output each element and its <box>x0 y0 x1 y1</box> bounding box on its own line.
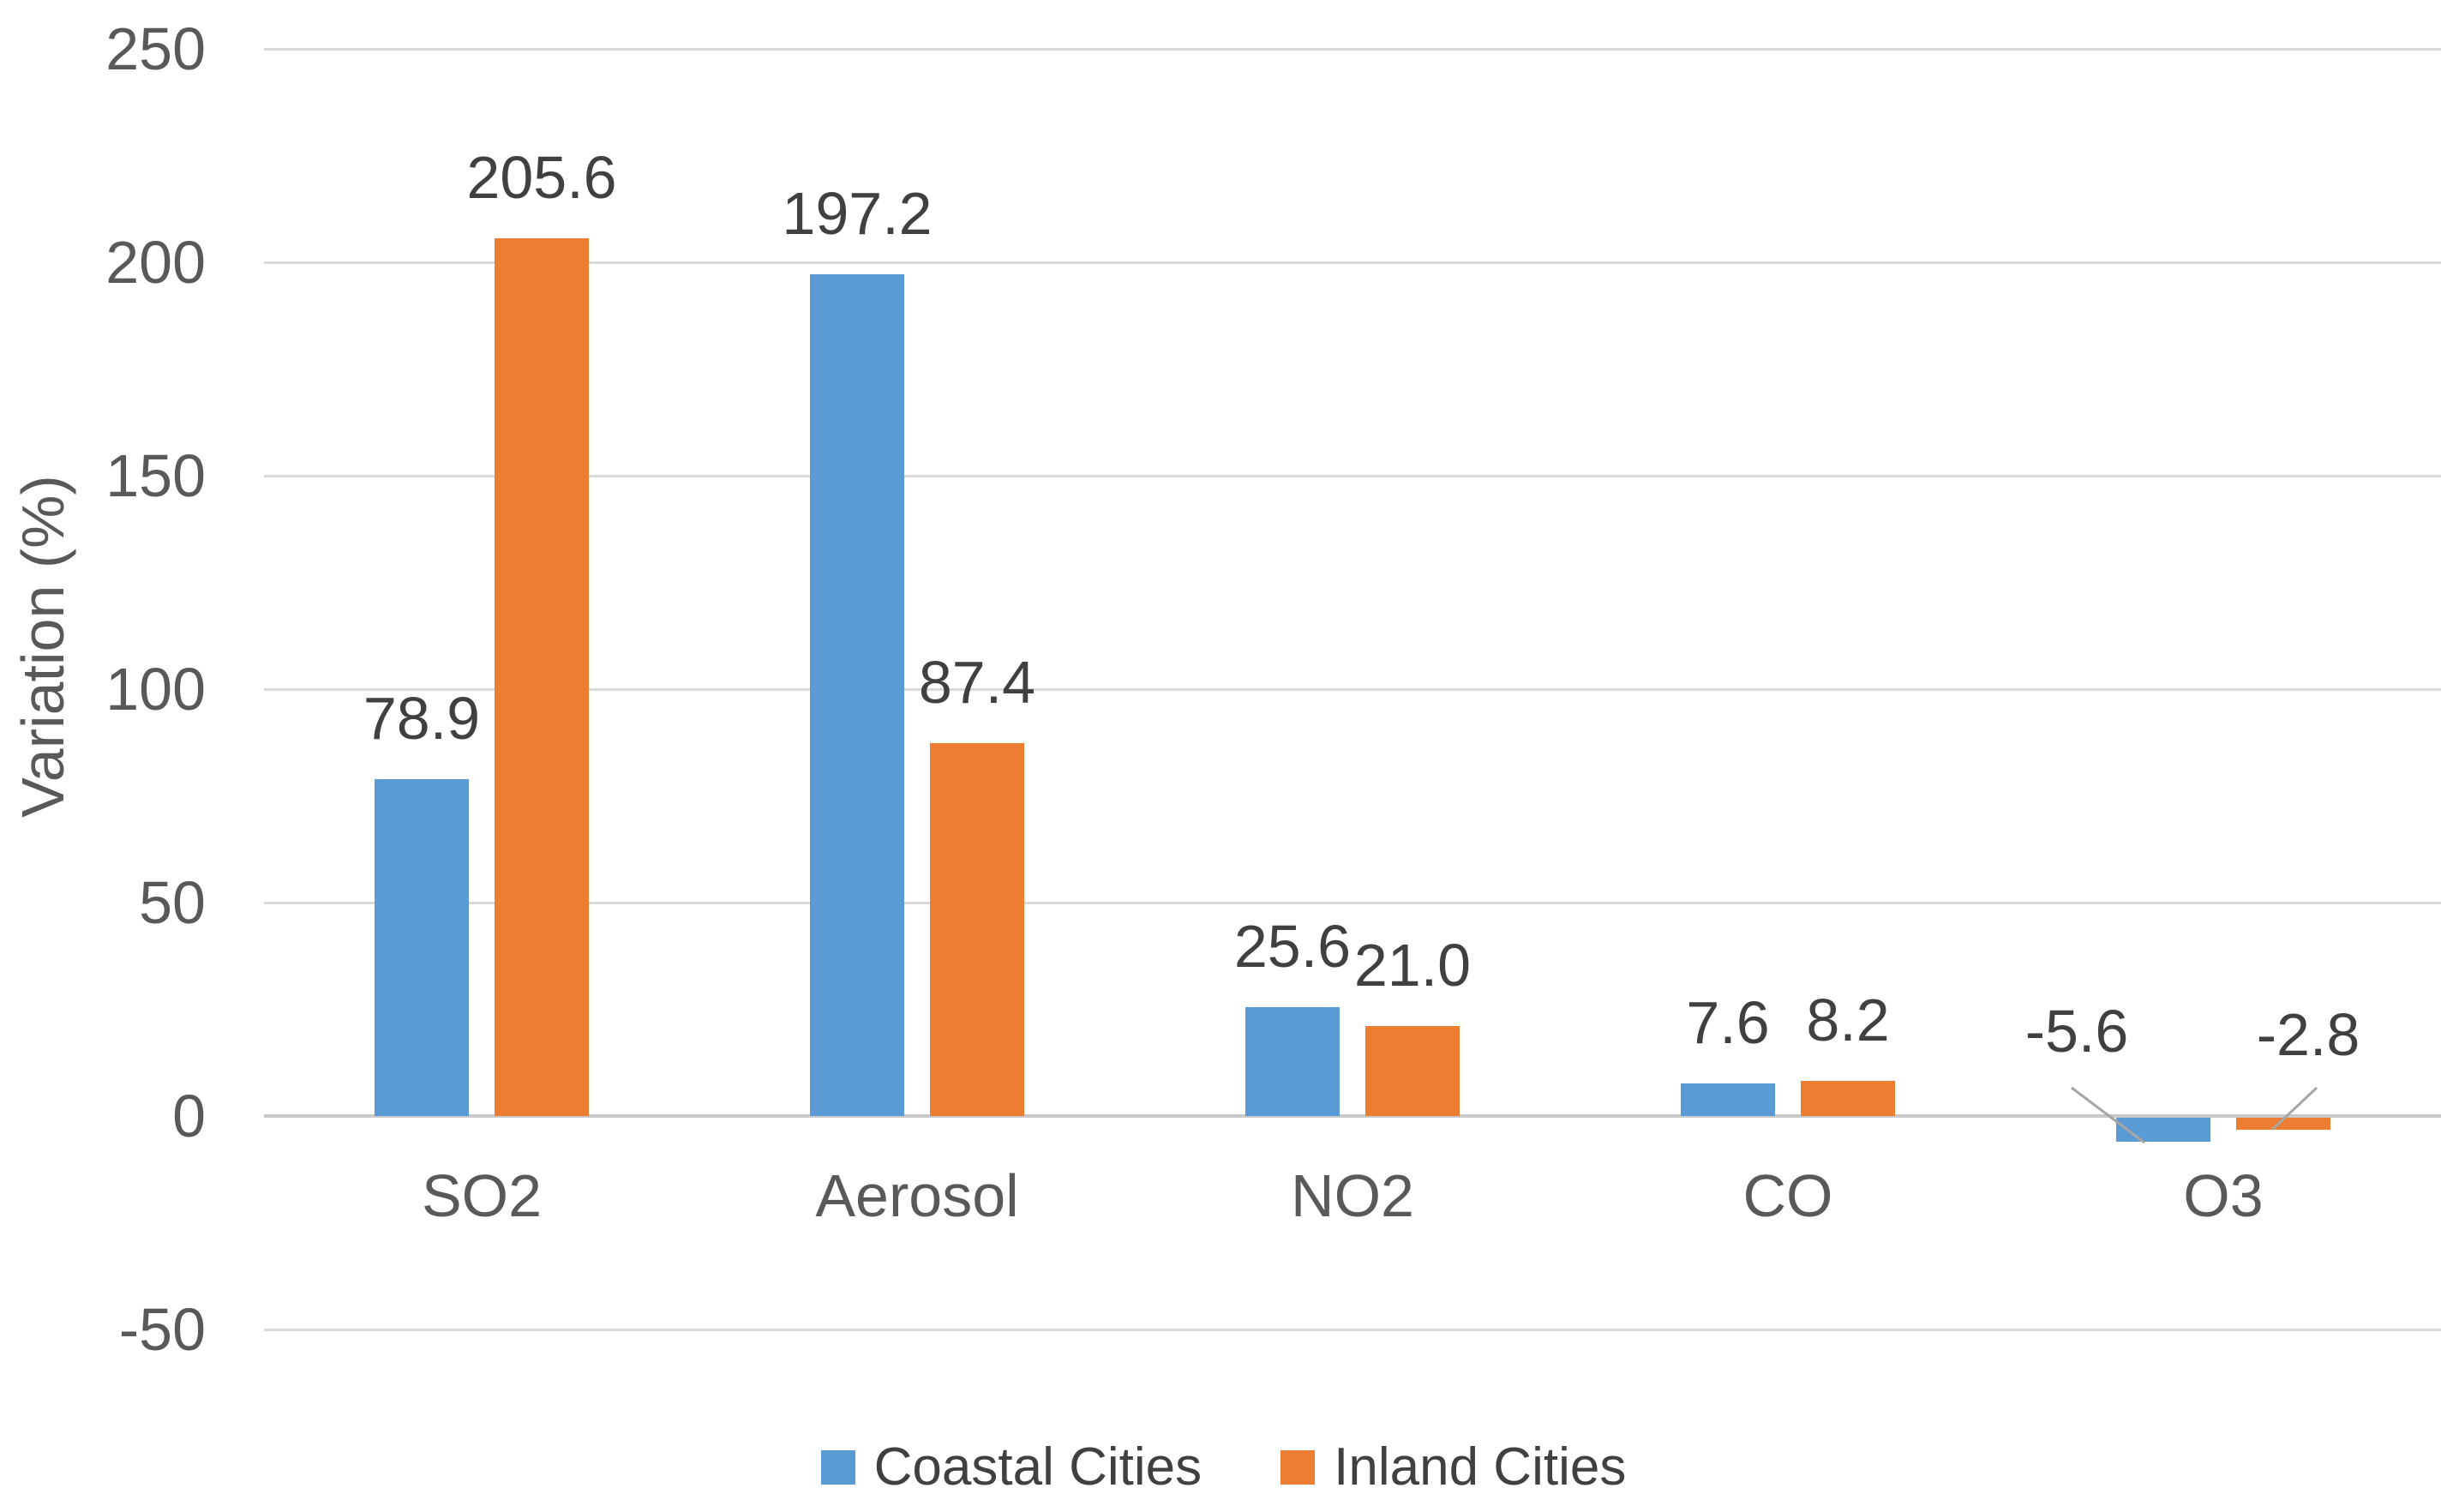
y-tick-label: 100 <box>105 656 206 723</box>
category-label: Aerosol <box>815 1162 1019 1229</box>
data-label: -2.8 <box>2256 1001 2360 1068</box>
gridline <box>264 1329 2441 1331</box>
bar-inland-cities-aerosol <box>930 742 1024 1116</box>
data-label: 25.6 <box>1233 912 1352 980</box>
bar-inland-cities-o3 <box>2236 1118 2330 1130</box>
y-tick-label: -50 <box>118 1296 206 1363</box>
gridline <box>264 48 2441 51</box>
bar-coastal-cities-co <box>1681 1083 1775 1117</box>
y-tick-label: 150 <box>105 442 206 509</box>
data-label: 7.6 <box>1686 989 1770 1057</box>
zero-axis-line <box>264 1114 2441 1118</box>
y-tick-label: 50 <box>139 869 206 936</box>
data-label: 78.9 <box>363 685 481 753</box>
category-label: O3 <box>2183 1162 2264 1229</box>
legend-label: Coastal Cities <box>873 1437 1203 1497</box>
bar-inland-cities-so2 <box>495 238 589 1117</box>
legend-item-coastal-cities: Coastal Cities <box>820 1437 1203 1497</box>
gridline <box>264 902 2441 904</box>
legend: Coastal Cities Inland Cities <box>0 1440 2447 1495</box>
y-tick-label: 250 <box>105 15 206 82</box>
gridline <box>264 475 2441 477</box>
legend-label: Inland Cities <box>1334 1437 1627 1497</box>
bar-coastal-cities-aerosol <box>810 273 904 1116</box>
legend-item-inland-cities: Inland Cities <box>1280 1440 1626 1495</box>
bar-coastal-cities-so2 <box>375 779 469 1117</box>
data-label: 197.2 <box>782 179 933 247</box>
bar-inland-cities-no2 <box>1365 1026 1460 1117</box>
bar-inland-cities-co <box>1801 1081 1895 1117</box>
legend-swatch <box>820 1450 855 1485</box>
y-tick-label: 0 <box>172 1083 206 1149</box>
data-label: 205.6 <box>466 144 617 212</box>
y-tick-label: 200 <box>105 229 206 296</box>
data-label: 21.0 <box>1353 932 1472 999</box>
data-label: 8.2 <box>1806 987 1890 1054</box>
category-label: NO2 <box>1291 1162 1414 1229</box>
gridline <box>264 261 2441 264</box>
legend-swatch <box>1280 1450 1316 1485</box>
data-label: 87.4 <box>918 648 1036 716</box>
bar-coastal-cities-o3 <box>2116 1118 2210 1142</box>
category-label: SO2 <box>421 1162 543 1229</box>
bar-coastal-cities-no2 <box>1245 1006 1340 1116</box>
data-label: -5.6 <box>2024 998 2129 1065</box>
category-label: CO <box>1742 1162 1833 1229</box>
gridline <box>264 688 2441 691</box>
